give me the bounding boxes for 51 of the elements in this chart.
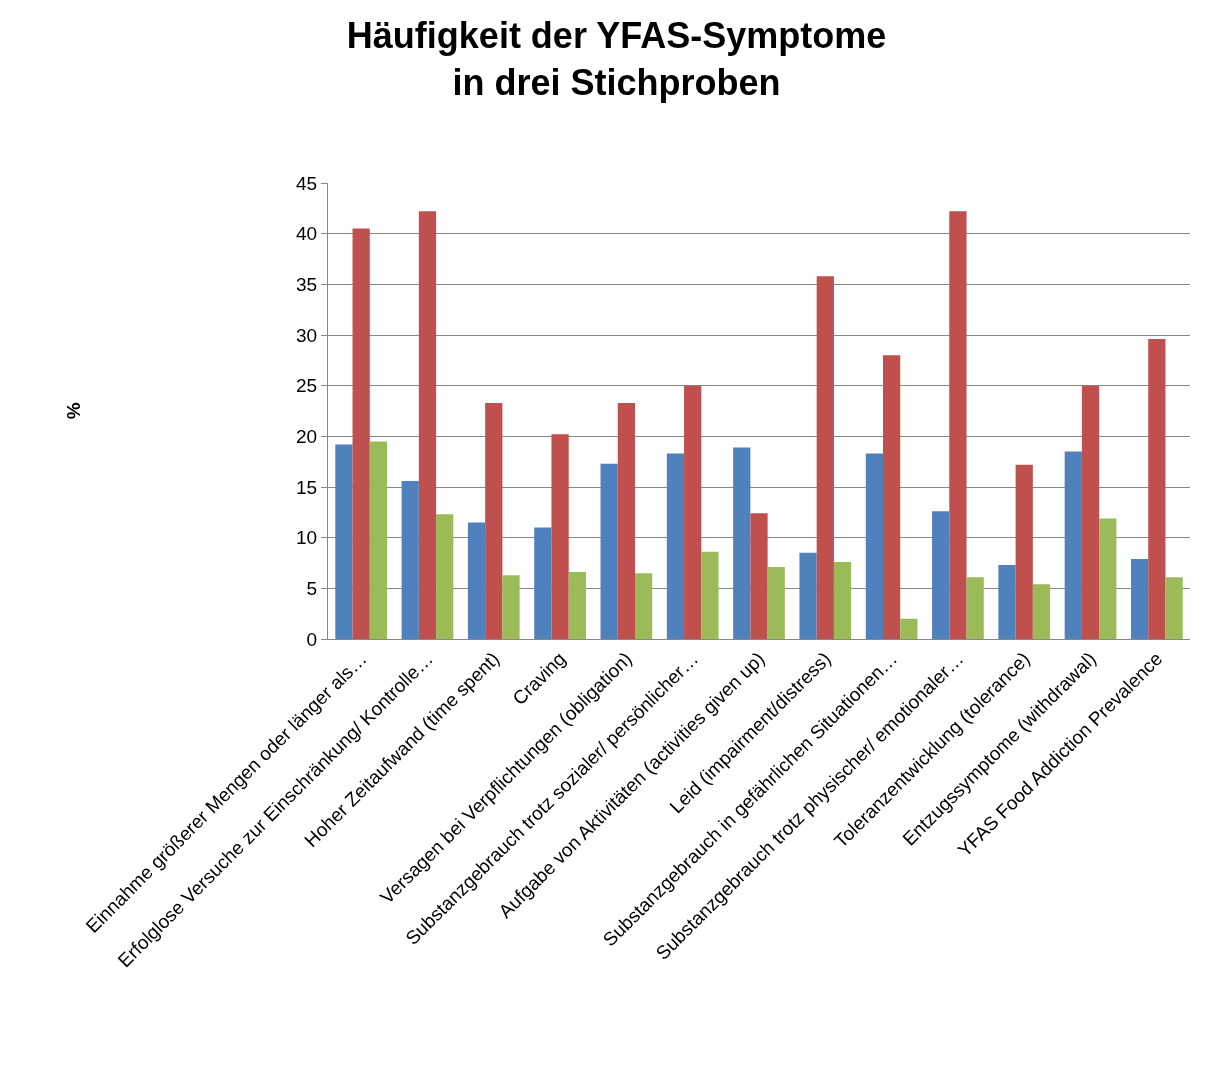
bar [1015, 464, 1033, 639]
bar [485, 402, 503, 639]
bar [833, 561, 852, 639]
bar [568, 572, 586, 639]
bar [966, 577, 984, 639]
bar [900, 618, 918, 639]
bar [998, 565, 1016, 639]
bar [1130, 558, 1149, 639]
bar [701, 551, 719, 639]
bar [816, 276, 834, 639]
y-tick-label: 45 [296, 172, 318, 194]
bar [551, 434, 569, 639]
bar [666, 453, 685, 639]
bar [799, 552, 817, 639]
bar [502, 575, 520, 639]
bar [932, 511, 950, 639]
bar [635, 573, 653, 639]
y-tick-label: 20 [296, 425, 318, 447]
bar [767, 567, 785, 639]
y-tick-label: 0 [306, 628, 318, 650]
bar [617, 402, 635, 639]
y-tick-label: 10 [296, 527, 318, 549]
bar [750, 513, 768, 639]
bar [733, 447, 751, 639]
bar [467, 522, 486, 639]
bar [418, 211, 437, 639]
y-tick-label: 35 [296, 273, 318, 295]
bar [865, 453, 883, 639]
y-tick-label: 30 [296, 324, 318, 346]
bar [1032, 584, 1051, 639]
bar [883, 355, 901, 639]
bar [1165, 577, 1183, 639]
bar [1064, 451, 1082, 639]
bar [600, 463, 618, 639]
bar [684, 385, 702, 639]
y-tick-label: 5 [306, 577, 318, 599]
y-tick-label: 15 [296, 476, 318, 498]
bar [436, 514, 454, 639]
bar [949, 211, 967, 639]
bar [534, 527, 552, 639]
y-tick-label: 25 [296, 375, 318, 397]
bar [1081, 385, 1100, 639]
y-tick-label: 40 [296, 223, 318, 245]
bar [1099, 518, 1117, 639]
bar [401, 480, 419, 639]
bar [1148, 339, 1166, 639]
bar [335, 444, 353, 639]
chart-title: Häufigkeit der YFAS-Symptome in drei Stichproben [346, 14, 887, 103]
bar [369, 441, 388, 639]
bar [352, 228, 370, 639]
y-axis-title: % [63, 402, 85, 420]
